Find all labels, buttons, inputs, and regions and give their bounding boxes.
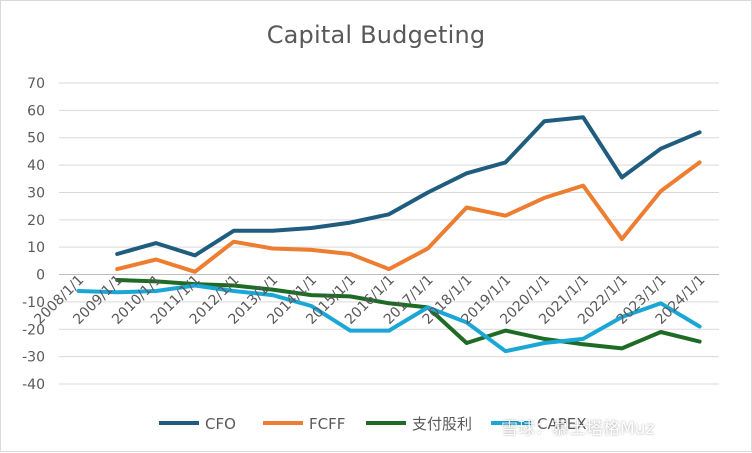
legend-label-2: 支付股利 — [412, 415, 472, 433]
series-line-2 — [115, 278, 702, 351]
y-tick-label: 60 — [27, 103, 45, 119]
y-tick-label: 10 — [27, 240, 45, 256]
y-tick-label: -20 — [22, 322, 45, 338]
y-tick-label: 0 — [36, 268, 45, 284]
y-tick-label: 20 — [27, 213, 45, 229]
legend-label-0: CFO — [205, 415, 236, 433]
legend-label-1: FCFF — [309, 415, 345, 433]
series-line-1 — [115, 160, 702, 274]
y-tick-label: -30 — [22, 350, 45, 366]
series-line-0 — [115, 115, 702, 258]
y-tick-label: 50 — [27, 131, 45, 147]
chart-title: Capital Budgeting — [266, 21, 486, 49]
legend: CFO FCFF 支付股利 CAPEX — [159, 415, 587, 433]
legend-label-3: CAPEX — [537, 415, 587, 433]
series-lines — [76, 115, 702, 354]
y-tick-label: 30 — [27, 185, 45, 201]
watermark: 雪球：慕士塔格Muz — [501, 419, 655, 439]
y-axis-ticks: -40 -30 -20 -10 0 10 20 30 40 50 60 70 — [22, 76, 45, 393]
y-tick-label: 40 — [27, 158, 45, 174]
series-line-3 — [76, 283, 702, 354]
y-tick-label: -10 — [22, 295, 45, 311]
y-tick-label: 70 — [27, 76, 45, 92]
y-tick-label: -40 — [22, 377, 45, 393]
